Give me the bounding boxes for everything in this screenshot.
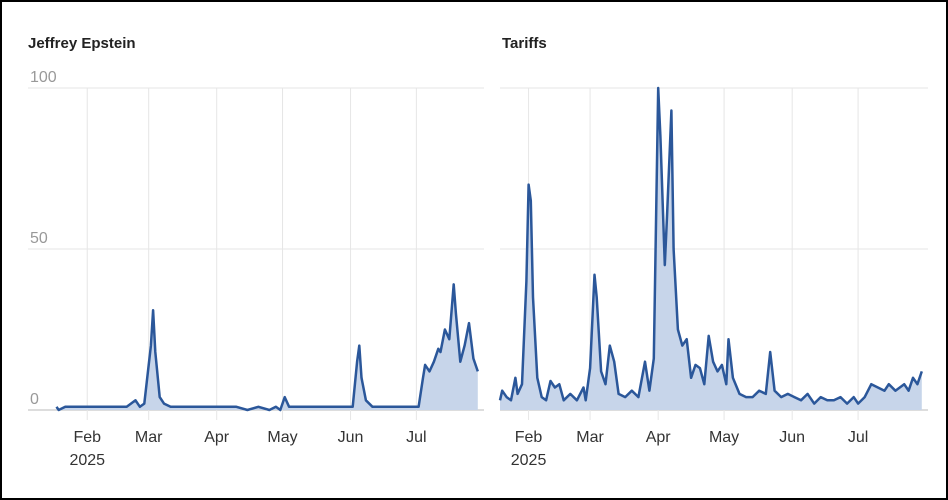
x-tick-label: Jun — [779, 429, 806, 446]
x-tick-label: Jun — [337, 429, 364, 446]
x-tick-label: Jul — [406, 429, 427, 446]
x-tick-label: Jul — [847, 429, 869, 446]
y-tick-label: 50 — [30, 230, 48, 247]
x-tick-label: Mar — [134, 429, 163, 446]
y-tick-label: 0 — [30, 391, 39, 408]
area — [56, 284, 478, 410]
x-tick-label: Apr — [204, 429, 230, 446]
x-tick-label: Feb 2025 — [510, 429, 547, 469]
x-tick-label: May — [267, 429, 298, 446]
line — [498, 86, 923, 405]
line — [55, 283, 479, 412]
x-tick-label: Mar — [576, 429, 604, 446]
chart-title: Jeffrey Epstein — [28, 35, 136, 52]
chart-title: Tariffs — [502, 35, 547, 52]
x-tick-label: Apr — [645, 429, 671, 446]
x-tick-label: May — [708, 429, 740, 446]
x-tick-label: Feb 2025 — [69, 429, 106, 469]
y-tick-label: 100 — [30, 69, 57, 86]
